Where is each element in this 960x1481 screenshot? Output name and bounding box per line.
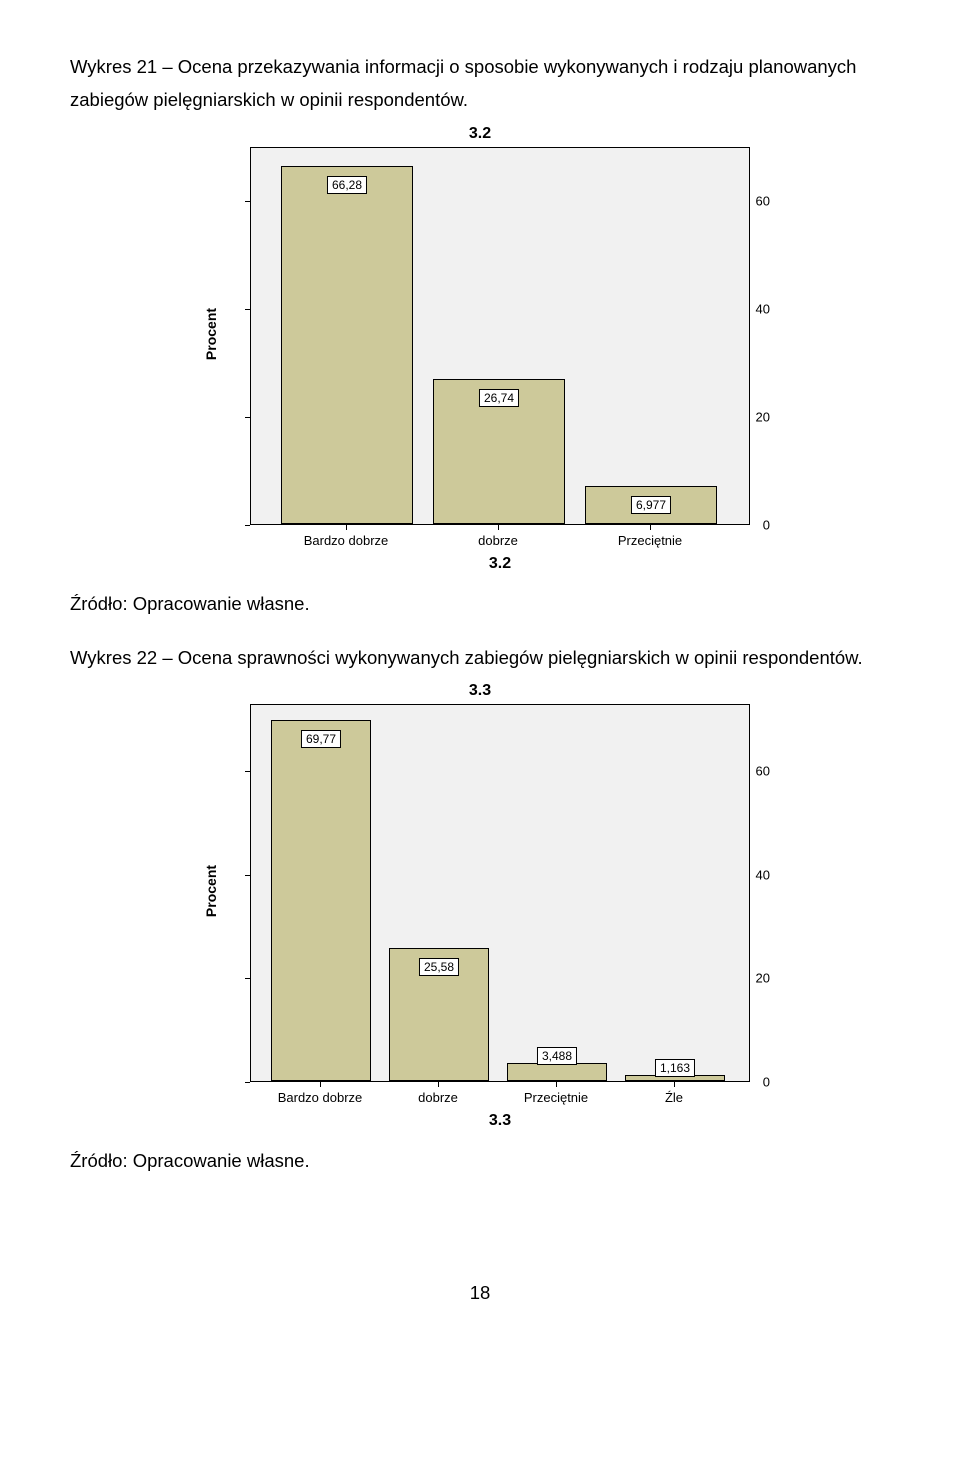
- chart1-ytick-label: 0: [720, 517, 770, 532]
- chart2-ytick-mark: [245, 1082, 250, 1083]
- chart2-xtick-mark: [556, 1082, 557, 1087]
- chart1-ytick-label: 20: [720, 409, 770, 424]
- chart1-xtick-mark: [498, 525, 499, 530]
- chart1-bar-value: 66,28: [327, 176, 367, 194]
- chart1-ytick-mark: [245, 417, 250, 418]
- chart2-ytick-mark: [245, 978, 250, 979]
- chart1-y-axis-title: Procent: [203, 308, 219, 360]
- chart2-bar: [271, 720, 371, 1081]
- chart2-xtick-label: dobrze: [418, 1090, 458, 1105]
- source-note-1: Źródło: Opracowanie własne.: [70, 593, 890, 615]
- chart1-xtick-mark: [650, 525, 651, 530]
- chart2-y-axis-title: Procent: [203, 865, 219, 917]
- chart2-xtick-mark: [674, 1082, 675, 1087]
- chart2-xtick-label: Przeciętnie: [524, 1090, 588, 1105]
- chart2-plot-area: 69,77 25,58 3,488 1,163: [250, 704, 750, 1082]
- chart1: 66,28 26,74 6,977 0 20 40 60 Procent Bardzo dobr…: [190, 147, 770, 585]
- chart2-ytick-label: 20: [720, 971, 770, 986]
- chart1-ytick-label: 40: [720, 301, 770, 316]
- chart2-xtick-label: Bardzo dobrze: [278, 1090, 363, 1105]
- chart1-title-top: 3.2: [190, 125, 770, 143]
- chart1-ytick-mark: [245, 309, 250, 310]
- chart2-xtick-mark: [320, 1082, 321, 1087]
- chart2-ytick-label: 40: [720, 867, 770, 882]
- chart2-block: 3.3 69,77 25,58 3,488 1,163 0 20 40 60 Procent Ba…: [70, 682, 890, 1142]
- chart1-bar: [281, 166, 413, 524]
- chart2-caption: Wykres 22 – Ocena sprawności wykonywanyc…: [70, 641, 890, 674]
- chart2: 69,77 25,58 3,488 1,163 0 20 40 60 Procent Bardzo…: [190, 704, 770, 1142]
- chart1-xtick-label: dobrze: [478, 533, 518, 548]
- page-root: Wykres 21 – Ocena przekazywania informac…: [0, 0, 960, 1344]
- chart2-bar: [507, 1063, 607, 1081]
- chart2-title-bottom: 3.3: [489, 1112, 511, 1130]
- source-note-2: Źródło: Opracowanie własne.: [70, 1150, 890, 1172]
- chart1-caption-l1: Wykres 21 – Ocena przekazywania informac…: [70, 56, 856, 77]
- chart1-title-bottom: 3.2: [489, 555, 511, 573]
- chart1-bar-value: 6,977: [631, 496, 671, 514]
- chart1-ytick-mark: [245, 525, 250, 526]
- chart2-xtick-label: Źle: [665, 1090, 683, 1105]
- chart2-ytick-label: 0: [720, 1074, 770, 1089]
- chart2-bar-value: 1,163: [655, 1059, 695, 1077]
- chart2-bar-value: 3,488: [537, 1047, 577, 1065]
- chart1-caption: Wykres 21 – Ocena przekazywania informac…: [70, 50, 890, 117]
- chart1-caption-l2: zabiegów pielęgniarskich w opinii respon…: [70, 89, 468, 110]
- page-number: 18: [70, 1282, 890, 1304]
- chart2-ytick-label: 60: [720, 764, 770, 779]
- chart1-xtick-label: Przeciętnie: [618, 533, 682, 548]
- chart2-xtick-mark: [438, 1082, 439, 1087]
- chart1-xtick-label: Bardzo dobrze: [304, 533, 389, 548]
- chart1-xtick-mark: [346, 525, 347, 530]
- chart1-plot-area: 66,28 26,74 6,977: [250, 147, 750, 525]
- chart2-ytick-mark: [245, 875, 250, 876]
- chart1-ytick-label: 60: [720, 193, 770, 208]
- chart2-ytick-mark: [245, 771, 250, 772]
- chart2-title-top: 3.3: [190, 682, 770, 700]
- chart1-ytick-mark: [245, 201, 250, 202]
- chart1-bar-value: 26,74: [479, 389, 519, 407]
- chart2-bar-value: 69,77: [301, 730, 341, 748]
- chart1-block: 3.2 66,28 26,74 6,977 0 20 40 60 Procent Bardzo …: [70, 125, 890, 585]
- chart2-bar-value: 25,58: [419, 958, 459, 976]
